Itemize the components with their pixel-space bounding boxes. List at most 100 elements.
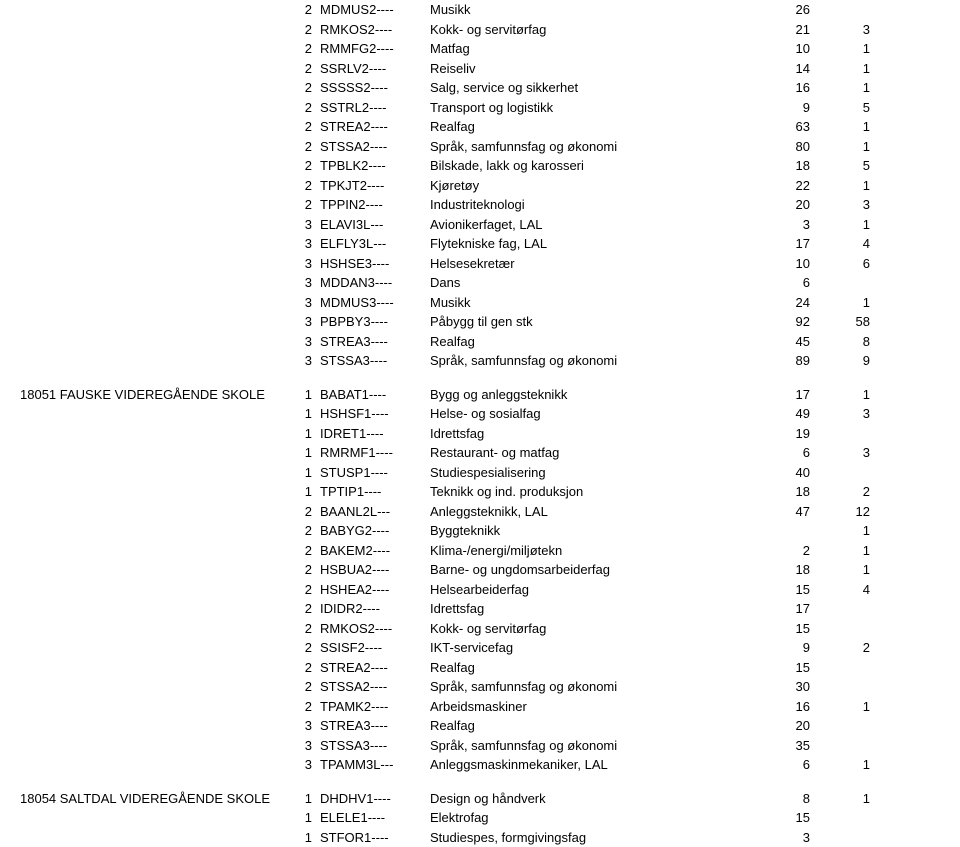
cell-code: STSSA2---- — [320, 137, 430, 157]
cell-name: Realfag — [430, 117, 770, 137]
cell-name: Helsesekretær — [430, 254, 770, 274]
cell-name: Bilskade, lakk og karosseri — [430, 156, 770, 176]
cell-code: BABAT1---- — [320, 385, 430, 405]
table-row: 2STREA2----Realfag15 — [20, 658, 940, 678]
cell-level: 1 — [300, 404, 320, 424]
cell-value-2: 12 — [810, 502, 870, 522]
cell-value-2: 2 — [810, 638, 870, 658]
cell-name: Språk, samfunnsfag og økonomi — [430, 677, 770, 697]
cell-name: Språk, samfunnsfag og økonomi — [430, 137, 770, 157]
cell-level: 3 — [300, 716, 320, 736]
table-row: 1HSHSF1----Helse- og sosialfag493 — [20, 404, 940, 424]
cell-code: STSSA3---- — [320, 351, 430, 371]
cell-code: TPBLK2---- — [320, 156, 430, 176]
table-row: 2TPAMK2----Arbeidsmaskiner161 — [20, 697, 940, 717]
table-row: 2HSHEA2----Helsearbeiderfag154 — [20, 580, 940, 600]
cell-level: 3 — [300, 254, 320, 274]
table-row: 3STREA3----Realfag20 — [20, 716, 940, 736]
cell-name: Anleggsteknikk, LAL — [430, 502, 770, 522]
cell-code: STREA3---- — [320, 716, 430, 736]
cell-value-2: 4 — [810, 580, 870, 600]
cell-code: SSRLV2---- — [320, 59, 430, 79]
cell-value-1: 15 — [770, 619, 810, 639]
table-row: 1TPTIP1----Teknikk og ind. produksjon182 — [20, 482, 940, 502]
cell-value-2: 1 — [810, 697, 870, 717]
cell-code: HSHEA2---- — [320, 580, 430, 600]
table-row: 2RMKOS2----Kokk- og servitørfag15 — [20, 619, 940, 639]
cell-value-1: 17 — [770, 599, 810, 619]
cell-value-1: 10 — [770, 254, 810, 274]
cell-name: Transport og logistikk — [430, 98, 770, 118]
cell-code: ELAVI3L--- — [320, 215, 430, 235]
cell-code: IDIDR2---- — [320, 599, 430, 619]
table-row: 2TPKJT2----Kjøretøy221 — [20, 176, 940, 196]
cell-value-2: 1 — [810, 137, 870, 157]
cell-code: RMRMF1---- — [320, 443, 430, 463]
cell-name: Flytekniske fag, LAL — [430, 234, 770, 254]
cell-name: Teknikk og ind. produksjon — [430, 482, 770, 502]
cell-value-1: 16 — [770, 697, 810, 717]
cell-name: Avionikerfaget, LAL — [430, 215, 770, 235]
cell-value-1: 63 — [770, 117, 810, 137]
cell-level: 2 — [300, 39, 320, 59]
cell-code: RMKOS2---- — [320, 619, 430, 639]
cell-value-1: 15 — [770, 658, 810, 678]
cell-level: 2 — [300, 658, 320, 678]
cell-level: 1 — [300, 385, 320, 405]
cell-code: TPPIN2---- — [320, 195, 430, 215]
cell-name: Påbygg til gen stk — [430, 312, 770, 332]
table-row: 2BAKEM2----Klima-/energi/miljøtekn21 — [20, 541, 940, 561]
cell-value-1: 92 — [770, 312, 810, 332]
cell-level: 2 — [300, 560, 320, 580]
cell-name: Byggteknikk — [430, 521, 770, 541]
cell-value-1: 18 — [770, 560, 810, 580]
cell-value-2: 1 — [810, 59, 870, 79]
cell-code: TPAMK2---- — [320, 697, 430, 717]
cell-name: Studiespesialisering — [430, 463, 770, 483]
table-row: 2SSISF2----IKT-servicefag92 — [20, 638, 940, 658]
cell-level: 1 — [300, 789, 320, 809]
cell-value-1: 20 — [770, 716, 810, 736]
table-row: 3TPAMM3L---Anleggsmaskinmekaniker, LAL61 — [20, 755, 940, 775]
cell-value-2: 58 — [810, 312, 870, 332]
cell-level: 2 — [300, 599, 320, 619]
table-row: 2TPBLK2----Bilskade, lakk og karosseri18… — [20, 156, 940, 176]
cell-value-2: 1 — [810, 293, 870, 313]
cell-level: 1 — [300, 424, 320, 444]
cell-value-1: 9 — [770, 98, 810, 118]
table-row: 1IDRET1----Idrettsfag19 — [20, 424, 940, 444]
cell-value-1: 30 — [770, 677, 810, 697]
cell-value-1: 47 — [770, 502, 810, 522]
cell-name: Design og håndverk — [430, 789, 770, 809]
cell-value-1: 21 — [770, 20, 810, 40]
cell-code: MDMUS3---- — [320, 293, 430, 313]
cell-code: STREA2---- — [320, 117, 430, 137]
table-row: 2MDMUS2----Musikk26 — [20, 0, 940, 20]
cell-value-1: 22 — [770, 176, 810, 196]
table-row: 2BAANL2L---Anleggsteknikk, LAL4712 — [20, 502, 940, 522]
cell-name: Realfag — [430, 332, 770, 352]
cell-name: Bygg og anleggsteknikk — [430, 385, 770, 405]
cell-value-2: 1 — [810, 117, 870, 137]
cell-value-2: 5 — [810, 98, 870, 118]
cell-name: Kokk- og servitørfag — [430, 20, 770, 40]
cell-value-1: 3 — [770, 828, 810, 847]
cell-code: STSSA3---- — [320, 736, 430, 756]
cell-code: BAKEM2---- — [320, 541, 430, 561]
cell-level: 2 — [300, 0, 320, 20]
cell-level: 2 — [300, 677, 320, 697]
cell-code: DHDHV1---- — [320, 789, 430, 809]
cell-level: 2 — [300, 502, 320, 522]
cell-value-1: 40 — [770, 463, 810, 483]
cell-value-2: 6 — [810, 254, 870, 274]
cell-value-2: 1 — [810, 215, 870, 235]
cell-name: Elektrofag — [430, 808, 770, 828]
table-row: 3PBPBY3----Påbygg til gen stk9258 — [20, 312, 940, 332]
cell-name: Kjøretøy — [430, 176, 770, 196]
cell-level: 2 — [300, 156, 320, 176]
cell-code: STREA2---- — [320, 658, 430, 678]
cell-value-1: 80 — [770, 137, 810, 157]
table-row: 3HSHSE3----Helsesekretær106 — [20, 254, 940, 274]
cell-name: Reiseliv — [430, 59, 770, 79]
cell-value-2: 2 — [810, 482, 870, 502]
